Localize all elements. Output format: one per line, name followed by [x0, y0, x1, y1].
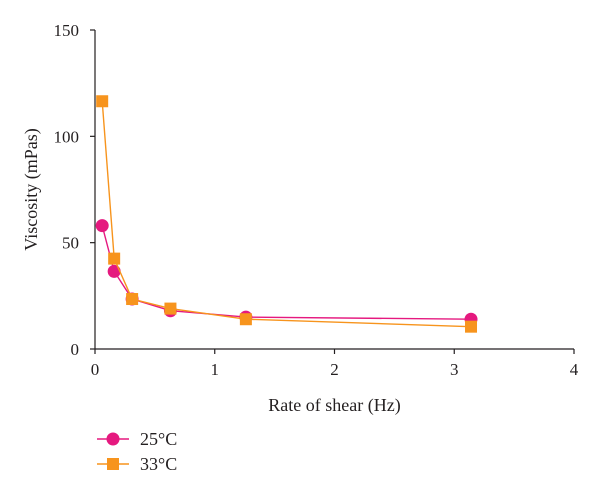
y-tick-label: 50 [62, 234, 79, 253]
series-layer [95, 95, 478, 333]
y-tick-label: 150 [54, 21, 80, 40]
x-tick-label: 0 [91, 360, 100, 379]
legend-marker [106, 432, 120, 446]
series-2 [96, 95, 478, 333]
data-point [126, 293, 139, 306]
x-tick-label: 4 [570, 360, 579, 379]
data-point [239, 313, 252, 326]
data-point [108, 252, 121, 265]
x-tick-label: 1 [211, 360, 220, 379]
data-point [96, 95, 109, 108]
axes: 0 50 100 150 0 1 2 3 4 Rate of shear (Hz) Visco… [21, 21, 579, 416]
legend-label: 25°C [140, 429, 177, 449]
legend-marker [107, 458, 119, 470]
data-point [95, 219, 109, 233]
x-axis-label: Rate of shear (Hz) [268, 395, 400, 416]
series-1 [95, 219, 478, 326]
data-point [107, 264, 121, 278]
data-point [465, 320, 478, 333]
series-line [101, 101, 472, 328]
x-tick-label: 2 [330, 360, 339, 379]
y-tick-label: 100 [54, 127, 80, 146]
legend-item: 25°C [97, 429, 177, 449]
data-point [164, 302, 177, 315]
x-tick-label: 3 [450, 360, 459, 379]
legend: 25°C 33°C [97, 429, 177, 474]
y-axis-label: Viscosity (mPas) [21, 128, 42, 250]
y-ticks: 0 50 100 150 [54, 21, 95, 359]
y-tick-label: 0 [71, 340, 80, 359]
legend-label: 33°C [140, 454, 177, 474]
x-ticks: 0 1 2 3 4 [91, 349, 579, 379]
legend-item: 33°C [97, 454, 177, 474]
